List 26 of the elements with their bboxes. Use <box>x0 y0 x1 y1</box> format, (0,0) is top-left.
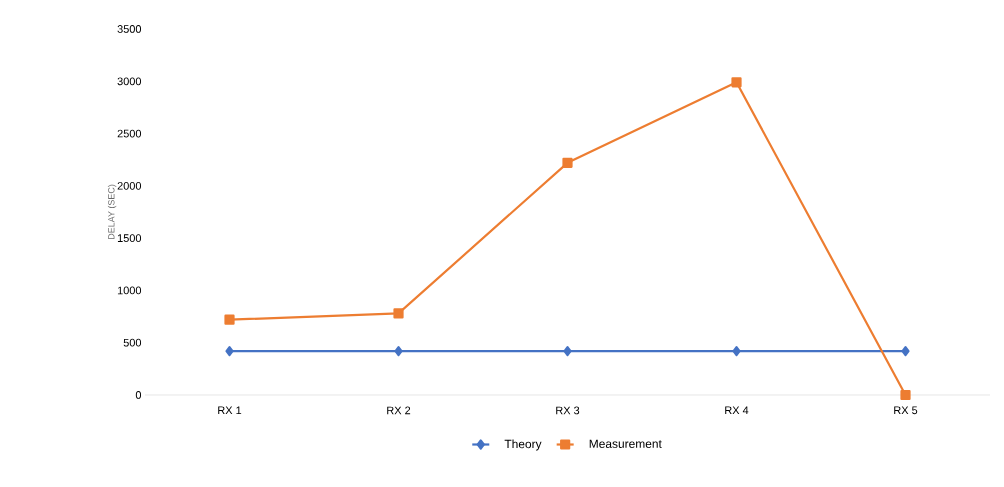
y-tick-label: 0 <box>135 391 142 399</box>
y-tick-label: 2000 <box>117 181 142 190</box>
point <box>901 345 910 357</box>
y-tick-label: 3000 <box>117 77 142 86</box>
legend-label: Measurement <box>589 439 662 448</box>
y-tick-label: 2500 <box>117 129 142 138</box>
y-axis-title: DELAY (SEC) <box>107 184 117 240</box>
point <box>225 345 234 357</box>
y-tick-label: 3500 <box>117 25 142 33</box>
x-tick-label: RX 4 <box>725 406 749 415</box>
point <box>562 157 573 168</box>
y-tick-label: 1500 <box>117 234 142 243</box>
point <box>900 389 911 401</box>
y-tick-label: 500 <box>123 338 142 347</box>
point <box>394 345 403 357</box>
x-tick-label: RX 5 <box>894 406 918 415</box>
legend-label: Theory <box>504 439 542 451</box>
x-tick-label: RX 2 <box>387 406 411 415</box>
y-tick-label: 1000 <box>117 286 142 295</box>
point <box>731 77 742 88</box>
point <box>393 308 404 319</box>
x-tick-label: RX 1 <box>218 406 242 415</box>
x-tick-label: RX 3 <box>556 406 580 415</box>
point <box>732 345 741 357</box>
point <box>563 345 572 357</box>
point <box>224 314 235 325</box>
